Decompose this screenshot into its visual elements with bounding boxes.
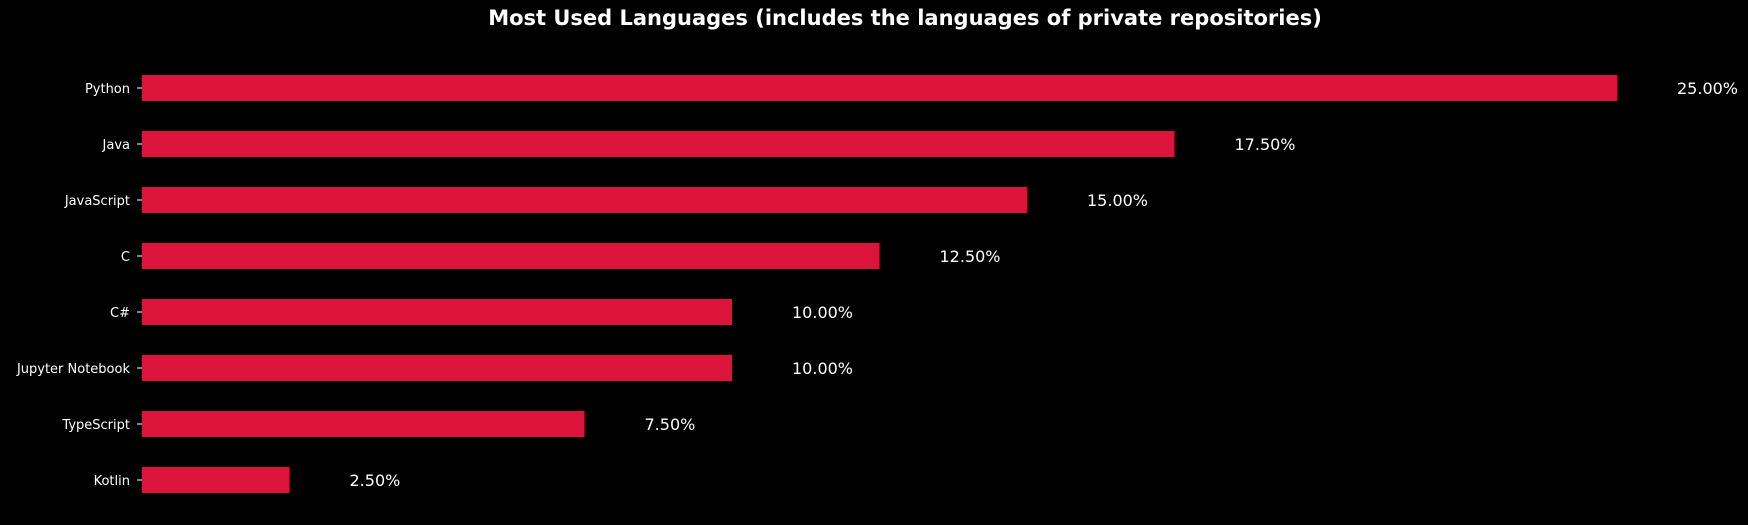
value-label-javascript: 15.00% [1087, 191, 1148, 210]
bar-c [142, 299, 732, 325]
bars-layer [142, 75, 1617, 493]
value-label-typescript: 7.50% [645, 415, 696, 434]
y-tick-label-kotlin: Kotlin [94, 474, 130, 489]
value-labels: 25.00% 17.50% 15.00% 12.50% 10.00% 10.00% 7.50… [350, 79, 1739, 490]
value-label-python: 25.00% [1677, 79, 1738, 98]
bar-jupyter-notebook [142, 355, 732, 381]
y-tick-label-jupyter-notebook: Jupyter Notebook [16, 362, 131, 377]
y-tick-label-python: Python [85, 82, 130, 97]
value-label-java: 17.50% [1235, 135, 1296, 154]
bar-typescript [142, 411, 585, 437]
value-label-c: 10.00% [792, 303, 853, 322]
bar-javascript [142, 187, 1027, 213]
value-label-jupyter-notebook: 10.00% [792, 359, 853, 378]
y-tick-label-c: C# [110, 306, 130, 321]
bar-kotlin [142, 467, 290, 493]
y-tick-label-typescript: TypeScript [61, 418, 130, 433]
bar-c [142, 243, 880, 269]
y-tick-label-java: Java [102, 138, 130, 153]
value-label-c: 12.50% [940, 247, 1001, 266]
bar-java [142, 131, 1175, 157]
y-axis: Python Java JavaScript C C# Jupyter Notebook T… [16, 82, 142, 489]
chart-title: Most Used Languages (includes the langua… [488, 6, 1322, 30]
value-label-kotlin: 2.50% [350, 471, 401, 490]
y-tick-label-c: C [121, 250, 130, 265]
bar-python [142, 75, 1617, 101]
y-tick-label-javascript: JavaScript [64, 194, 130, 209]
